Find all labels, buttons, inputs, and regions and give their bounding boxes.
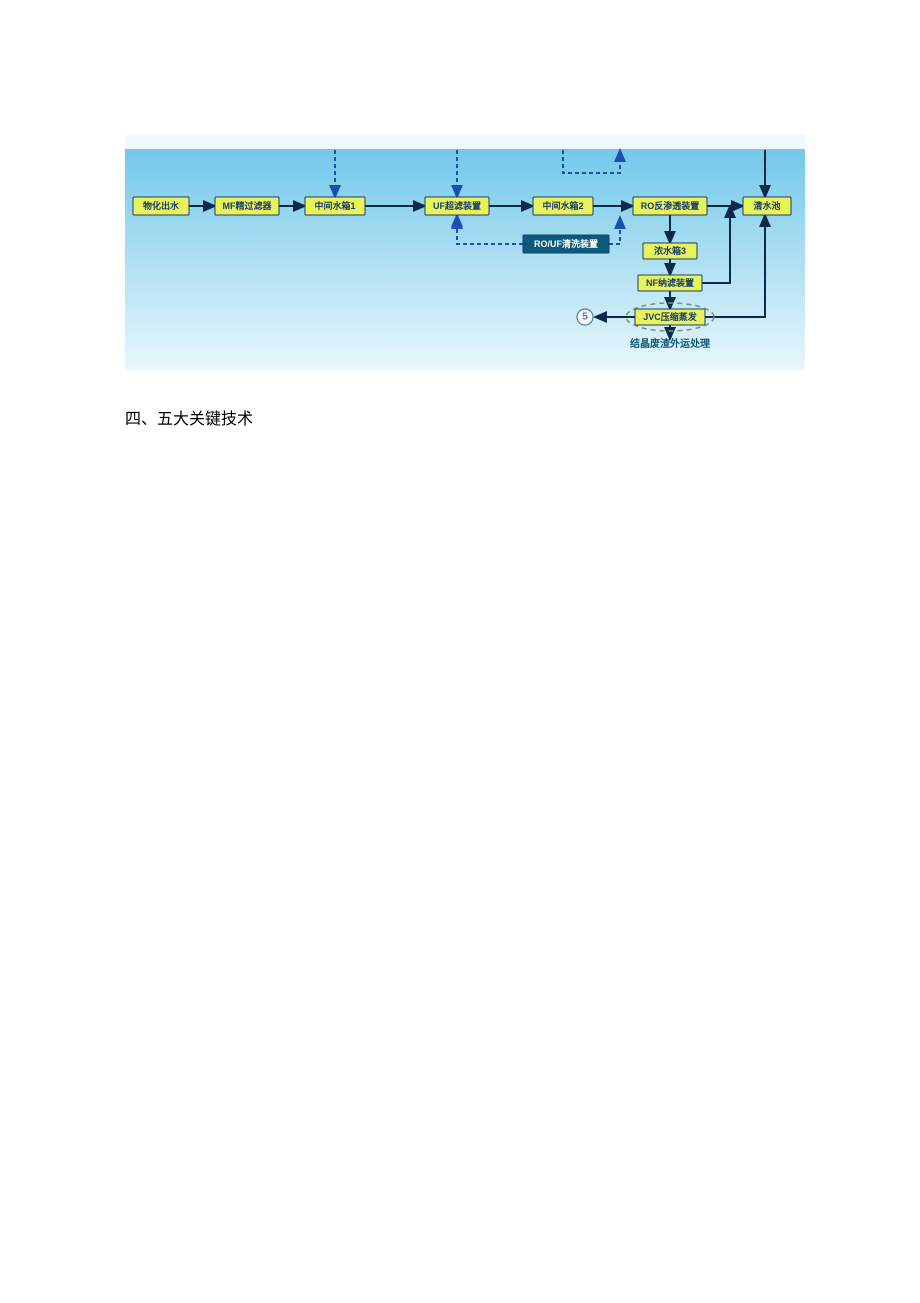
- section-heading: 四、五大关键技术: [125, 405, 253, 429]
- flow-node-label: 浓水箱3: [654, 245, 686, 256]
- final-output-label: 结晶废渣外运处理: [630, 337, 710, 350]
- page: 物化出水 MF精过滤器 中间水箱1 UF超滤装置 中间水箱2 RO反渗透装置 清水池 RO/U…: [0, 0, 920, 1303]
- step-number-label: 5: [582, 312, 588, 323]
- flow-node-label: RO/UF清洗装置: [534, 238, 598, 249]
- flow-node-label: 中间水箱1: [314, 200, 355, 211]
- flow-node-label: MF精过滤器: [223, 200, 273, 211]
- flow-node-label: 物化出水: [143, 200, 180, 211]
- flow-node-label: UF超滤装置: [433, 200, 481, 211]
- flow-node-label: NF纳滤装置: [646, 277, 694, 288]
- flow-node-label: RO反渗透装置: [641, 200, 700, 211]
- flow-node-label: 中间水箱2: [542, 200, 583, 211]
- flowchart-diagram: 物化出水 MF精过滤器 中间水箱1 UF超滤装置 中间水箱2 RO反渗透装置 清水池 RO/U…: [125, 135, 805, 370]
- flow-node-label: JVC压缩蒸发: [643, 311, 698, 322]
- flowchart-svg: 物化出水 MF精过滤器 中间水箱1 UF超滤装置 中间水箱2 RO反渗透装置 清水池 RO/U…: [125, 135, 805, 370]
- flow-node-label: 清水池: [753, 200, 780, 211]
